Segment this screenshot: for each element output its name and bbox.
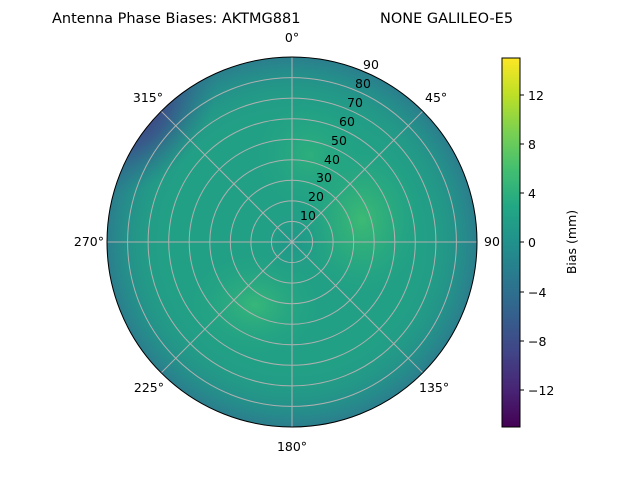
radial-label-70: 70: [347, 95, 363, 110]
angle-label-0: 0°: [285, 30, 299, 45]
radial-label-10: 10: [300, 208, 316, 223]
colorbar: 12 8 4 0 −4 −8 −12 Bias (mm): [501, 57, 579, 428]
colorbar-tick-neg12: −12: [528, 383, 554, 398]
radial-label-40: 40: [324, 152, 340, 167]
heatmap-disc: [107, 57, 477, 427]
colorbar-tick-neg8: −8: [528, 334, 546, 349]
radial-labels: 10 20 30 40 50 60 70 80 90: [300, 57, 379, 223]
colorbar-tick-neg4: −4: [528, 285, 546, 300]
angle-label-180: 180°: [277, 439, 307, 454]
colorbar-tick-4: 4: [528, 186, 536, 201]
angle-label-90: 90: [484, 234, 500, 249]
radial-label-60: 60: [339, 114, 355, 129]
radial-label-50: 50: [331, 133, 347, 148]
angle-label-45: 45°: [425, 90, 447, 105]
angle-label-225: 225°: [134, 380, 164, 395]
angle-label-135: 135°: [419, 380, 449, 395]
angle-label-270: 270°: [74, 234, 104, 249]
chart-title-left: Antenna Phase Biases: AKTMG881: [52, 11, 300, 27]
colorbar-tick-8: 8: [528, 137, 536, 152]
angle-labels: 0° 45° 90 135° 180° 225° 270° 315°: [74, 30, 500, 454]
radial-label-30: 30: [316, 170, 332, 185]
colorbar-tick-12: 12: [528, 88, 544, 103]
colorbar-gradient: [501, 57, 521, 428]
chart-title-right: NONE GALILEO-E5: [380, 11, 513, 27]
colorbar-label: Bias (mm): [564, 210, 579, 274]
angle-label-315: 315°: [133, 90, 163, 105]
radial-label-80: 80: [355, 76, 371, 91]
polar-frame: [106, 56, 478, 428]
colorbar-tick-0: 0: [528, 235, 536, 250]
radial-label-90: 90: [363, 57, 379, 72]
radial-label-20: 20: [308, 189, 324, 204]
angular-grid: [107, 57, 477, 427]
